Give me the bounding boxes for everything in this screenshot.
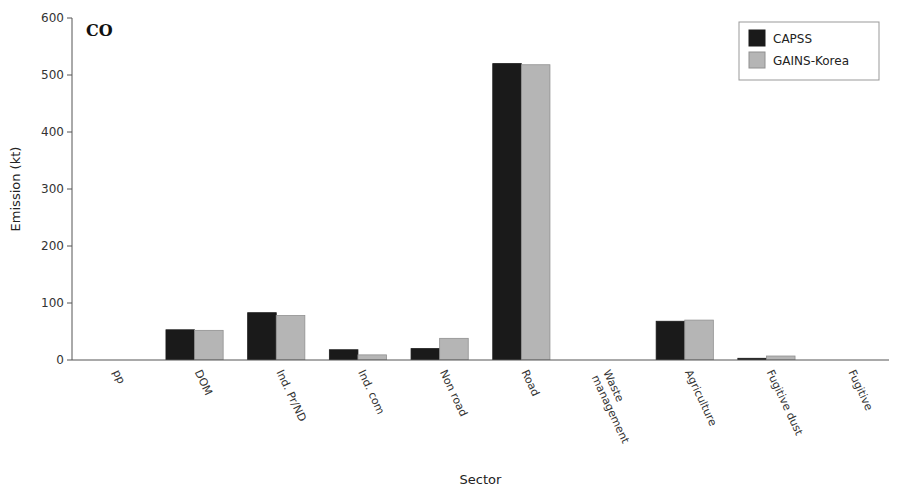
y-axis-label: Emission (kt)	[8, 147, 23, 232]
x-tick-label: Fugitive dust	[764, 368, 806, 438]
x-tick-label: Ind. com	[355, 368, 387, 417]
y-tick-label: 300	[41, 182, 64, 196]
legend-label: GAINS-Korea	[773, 54, 849, 68]
bar	[440, 338, 469, 360]
y-tick	[67, 303, 72, 304]
bar	[493, 64, 522, 360]
x-tick-label: Ind. Pr/ND	[274, 368, 309, 424]
chart: 0 100 200 300 400 500 600 pp DOM Ind. Pr/ND Ind. c…	[0, 0, 909, 494]
bar	[166, 330, 195, 360]
legend-swatch	[749, 52, 765, 68]
bar	[411, 349, 440, 360]
y-tick-label: 500	[41, 68, 64, 82]
x-tick-label: Non road	[437, 368, 470, 419]
legend-label: CAPSS	[773, 32, 812, 46]
bar	[195, 330, 224, 360]
y-tick	[67, 246, 72, 247]
bars	[166, 64, 795, 360]
bar	[656, 321, 685, 360]
bar	[329, 350, 358, 360]
legend: CAPSS GAINS-Korea	[739, 22, 879, 80]
legend-frame	[739, 22, 879, 80]
y-tick-label: 100	[41, 296, 64, 310]
chart-container: 0 100 200 300 400 500 600 pp DOM Ind. Pr/ND Ind. c…	[0, 0, 909, 494]
x-tick-label: Wastemanagement	[589, 368, 644, 446]
bar	[358, 355, 387, 360]
y-tick-label: 200	[41, 239, 64, 253]
bar	[766, 356, 795, 360]
bar	[248, 313, 277, 360]
x-axis-line	[72, 360, 889, 361]
x-axis-label: Sector	[460, 472, 502, 487]
x-tick-label: Road	[519, 368, 542, 399]
y-tick-label: 400	[41, 125, 64, 139]
y-tick	[67, 132, 72, 133]
x-tick-label: pp	[110, 368, 128, 386]
y-tick	[67, 189, 72, 190]
x-tick-label: Agriculture	[682, 368, 719, 429]
legend-swatch	[749, 30, 765, 46]
x-tick-label: Fugitive	[845, 368, 875, 413]
bar	[685, 320, 714, 360]
y-tick-label: 600	[41, 11, 64, 25]
y-tick-label: 0	[56, 353, 64, 367]
y-tick	[67, 18, 72, 19]
bar	[276, 316, 305, 360]
y-tick	[67, 75, 72, 76]
y-tick	[67, 360, 72, 361]
bar	[521, 65, 550, 360]
title: CO	[86, 21, 113, 40]
x-tick-label: DOM	[192, 368, 215, 398]
